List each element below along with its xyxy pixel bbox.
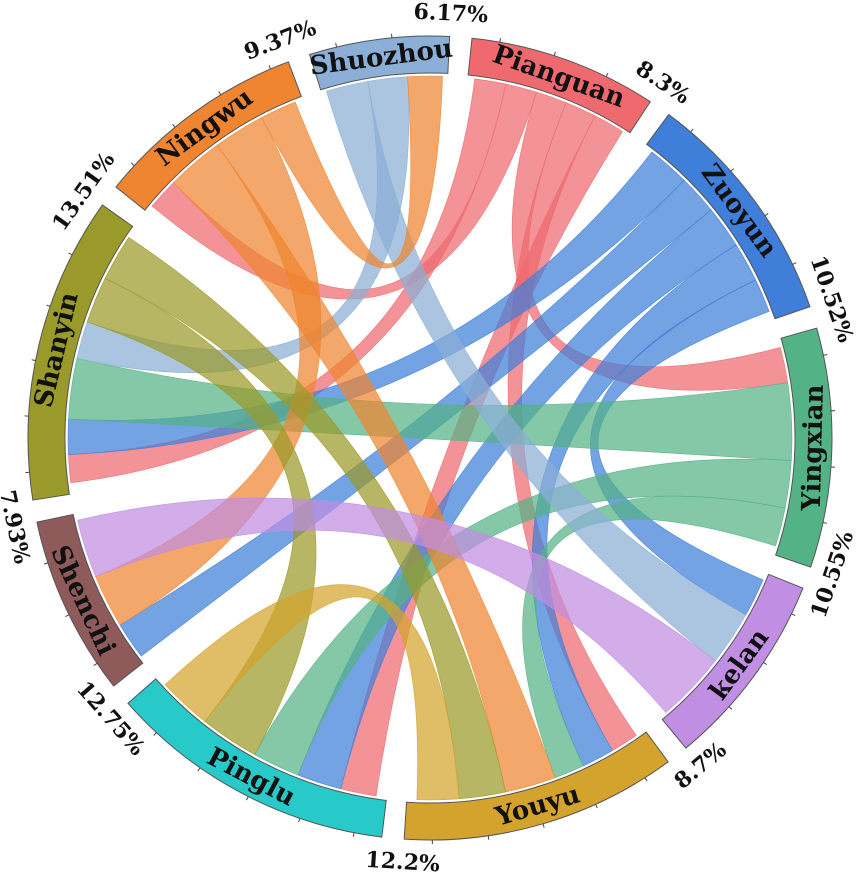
tick-shenchi [43,562,49,565]
arc-zuoyun [646,113,811,320]
tick-pianguan [605,72,609,77]
tick-pinglu [153,732,157,736]
tick-ningwu [218,91,222,96]
ribbon-ningwu-shuozhou [261,75,443,269]
percent-label-kelan: 8.7% [669,737,731,795]
tick-zuoyun [764,213,769,217]
percent-label-shuozhou: 6.17% [413,0,489,28]
tick-pinglu [245,796,249,801]
tick-shanyin [31,359,36,361]
tick-zuoyun [792,262,797,265]
tick-ningwu [130,162,135,167]
tick-kelan [763,661,768,666]
tick-shanyin [46,304,51,307]
ribbon-youyu-pinglu [164,584,460,801]
tick-pianguan [499,38,501,43]
ribbon-shanyin-youyu [104,236,506,800]
percent-label-pinglu: 12.75% [71,676,150,761]
tick-pinglu [298,818,301,823]
arc-youyu [403,731,669,841]
arc-shenchi [36,513,144,687]
tick-zuoyun [690,128,694,133]
tick-shenchi [93,662,98,667]
tick-pinglu [352,832,355,837]
tick-yingxian [823,353,828,356]
arc-kelan [661,573,804,749]
arcs-layer [24,33,836,844]
ribbon-zuoyun-shanyin [67,151,685,455]
ribbons-layer [67,75,793,801]
tick-zuoyun [730,168,735,172]
tick-ningwu [268,65,271,70]
tick-youyu [542,823,545,828]
arc-shanyin [27,204,134,501]
arc-pianguan [467,37,651,134]
percent-label-youyu: 12.2% [365,847,441,877]
tick-shanyin [68,252,73,256]
percent-label-shenchi: 7.93% [0,488,35,566]
tick-shuozhou [335,42,338,48]
tick-kelan [791,613,796,617]
tick-ningwu [172,123,176,128]
tick-youyu [595,804,598,809]
tick-youyu [644,777,648,782]
tick-shenchi [65,614,70,618]
ribbon-shuozhou-shanyin [76,76,410,373]
tick-pianguan [553,51,556,56]
tick-yingxian [822,521,828,524]
tick-pinglu [197,767,201,772]
arc-ningwu [115,61,302,211]
arc-shuozhou [308,35,451,91]
tick-kelan [728,706,733,710]
tick-youyu [487,835,490,840]
ribbon-shanyin-pinglu [86,277,317,756]
segment-label-yingxian: Yingxian [797,384,830,512]
arc-pinglu [127,678,387,838]
arc-yingxian [775,327,833,568]
ribbon-kelan-shenchi [77,497,716,713]
